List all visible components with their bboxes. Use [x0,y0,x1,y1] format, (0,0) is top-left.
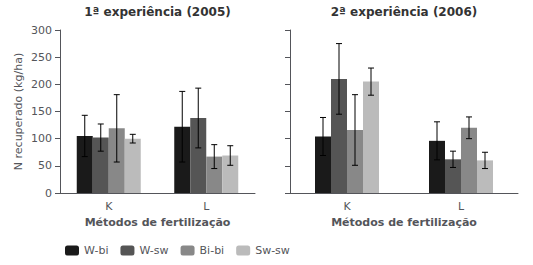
svg-text:Sw-sw: Sw-sw [255,244,290,257]
svg-text:100: 100 [31,132,52,145]
svg-text:Bi-bi: Bi-bi [200,244,225,257]
svg-text:300: 300 [31,24,52,37]
svg-text:50: 50 [38,159,52,172]
svg-text:W-bi: W-bi [84,244,108,257]
svg-text:N recuperado (kg/ha): N recuperado (kg/ha) [12,53,25,170]
svg-text:250: 250 [31,51,52,64]
svg-text:L: L [203,200,210,213]
svg-text:L: L [458,200,465,213]
svg-text:200: 200 [31,78,52,91]
svg-text:Métodos de fertilização: Métodos de fertilização [85,216,231,229]
svg-text:W-sw: W-sw [139,244,168,257]
svg-text:2ª experiência (2006): 2ª experiência (2006) [331,5,477,19]
svg-text:1ª experiência (2005): 1ª experiência (2005) [84,5,230,19]
svg-text:0: 0 [45,187,52,200]
svg-text:Métodos de fertilização: Métodos de fertilização [331,216,477,229]
svg-text:K: K [105,200,113,213]
svg-text:150: 150 [31,105,52,118]
svg-text:K: K [343,200,351,213]
